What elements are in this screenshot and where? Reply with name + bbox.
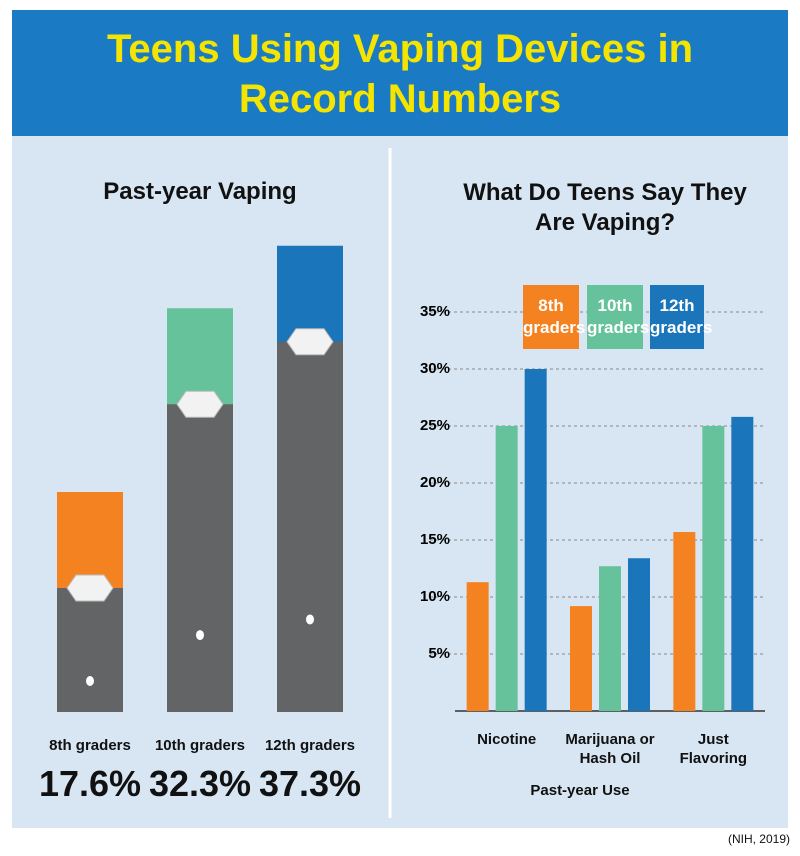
device-body [167,404,233,712]
device-body [57,588,123,712]
legend-swatch [587,285,643,349]
x-tick-label: Marijuana or Hash Oil [565,731,655,767]
chart-title: Past-year Vaping [103,178,297,205]
legend-label: 10th graders [587,296,650,337]
background [12,10,788,828]
bar [466,582,489,711]
x-tick-label: 10th graders [154,737,246,754]
bar [702,426,725,711]
x-tick-label: 12th graders [264,737,356,754]
legend-label: 8th graders [523,296,586,337]
bar [570,606,592,711]
device-mouthpiece [176,390,224,418]
value-label: 32.3% [148,763,252,804]
y-tick-label: 30% [420,360,450,377]
y-tick-label: 20% [420,474,450,491]
title-band [12,10,788,136]
bar [599,566,621,711]
y-tick-label: 10% [420,588,450,605]
y-tick-label: 25% [420,417,450,434]
bar [495,426,518,711]
device-mouthpiece [66,574,114,602]
device-body [277,341,343,712]
bar [628,558,650,711]
bar [673,532,696,711]
legend-swatch [523,285,579,349]
chart-title: What Do Teens Say They Are Vaping? [463,179,747,236]
y-tick-label: 5% [428,645,450,662]
device-light [196,630,204,641]
title: Teens Using Vaping Devices in Record Num… [106,27,694,121]
device-mouthpiece [286,328,334,356]
x-tick-label: Nicotine [477,731,537,748]
y-tick-label: 15% [420,531,450,548]
legend-swatch [650,285,704,349]
y-tick-label: 35% [420,303,450,320]
bar [524,369,547,711]
bar [731,416,754,711]
value-label: 17.6% [38,763,142,804]
x-tick-label: 8th graders [49,737,131,754]
device-light [306,614,314,625]
value-label: 37.3% [258,763,362,804]
x-tick-label: Just Flavoring [679,731,748,767]
legend-label: 12th graders [650,296,713,337]
device-light [86,676,94,686]
x-axis-label: Past-year Use [530,782,630,799]
source: (NIH, 2019) [727,832,790,846]
